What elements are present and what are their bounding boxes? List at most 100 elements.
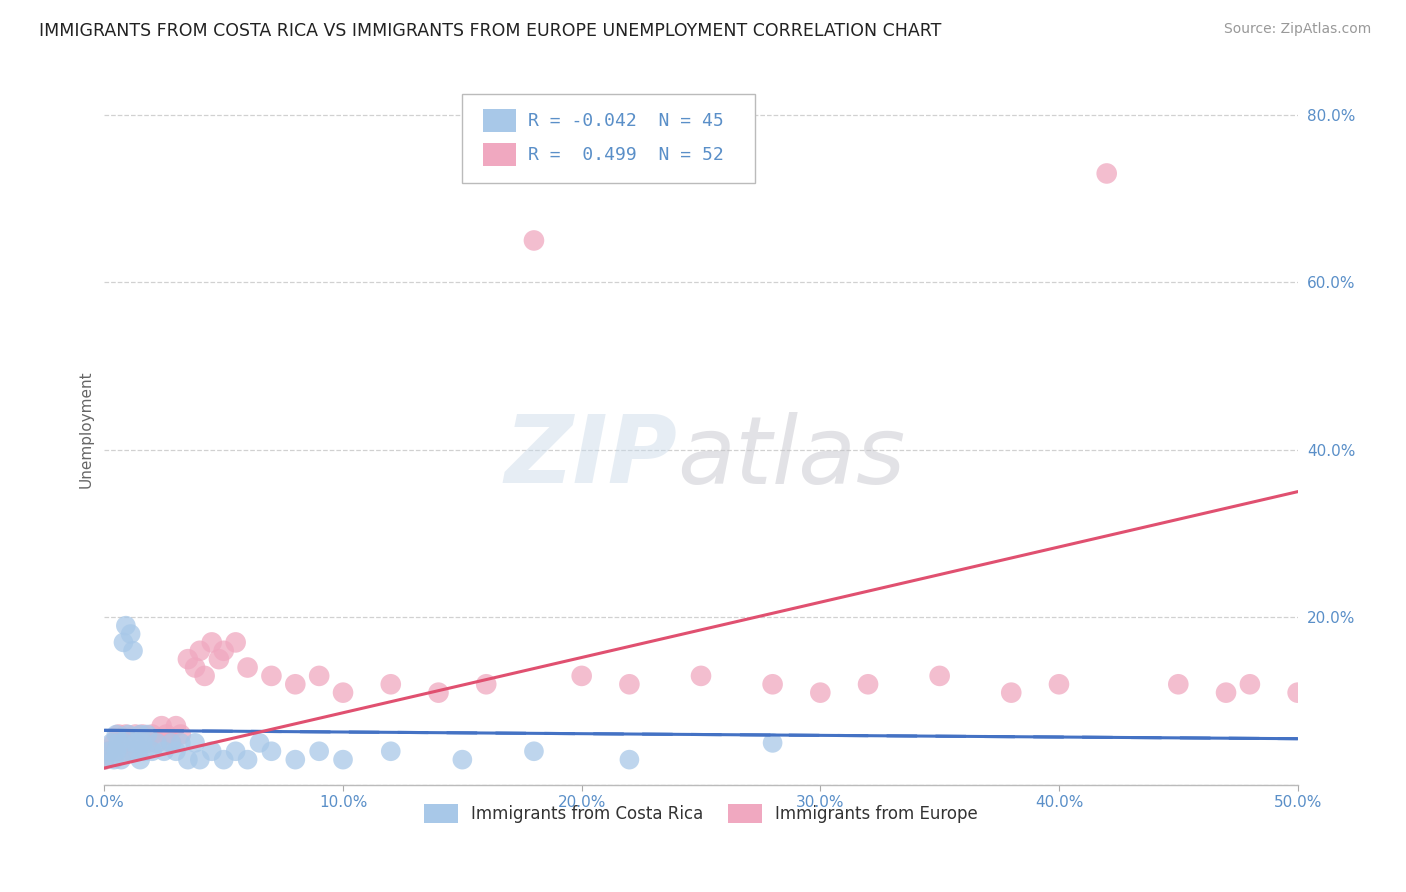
Point xyxy=(134,744,156,758)
Point xyxy=(380,744,402,758)
Text: IMMIGRANTS FROM COSTA RICA VS IMMIGRANTS FROM EUROPE UNEMPLOYMENT CORRELATION CH: IMMIGRANTS FROM COSTA RICA VS IMMIGRANTS… xyxy=(39,22,942,40)
Point xyxy=(236,753,259,767)
Point xyxy=(1239,677,1261,691)
Point xyxy=(107,727,129,741)
Point xyxy=(194,669,217,683)
Point xyxy=(284,753,307,767)
Point xyxy=(225,635,247,649)
Point xyxy=(208,652,231,666)
Point xyxy=(332,686,354,700)
Point xyxy=(129,727,152,741)
Point xyxy=(115,727,138,741)
Point xyxy=(117,736,139,750)
Point xyxy=(165,744,187,758)
Point xyxy=(122,644,145,658)
Point xyxy=(160,736,183,750)
Point xyxy=(188,753,211,767)
Point xyxy=(1215,686,1237,700)
Point xyxy=(105,727,128,741)
Point xyxy=(153,744,176,758)
Point xyxy=(146,736,169,750)
Point xyxy=(177,652,200,666)
Point xyxy=(1286,686,1309,700)
Point xyxy=(1095,166,1118,180)
Point xyxy=(170,736,193,750)
Point xyxy=(201,635,224,649)
Point xyxy=(170,727,193,741)
FancyBboxPatch shape xyxy=(482,110,516,132)
Point xyxy=(112,744,135,758)
Y-axis label: Unemployment: Unemployment xyxy=(79,370,93,488)
Point xyxy=(103,736,125,750)
Point xyxy=(150,719,173,733)
Point xyxy=(225,744,247,758)
Point xyxy=(112,635,135,649)
Point xyxy=(117,727,139,741)
Point xyxy=(124,727,146,741)
Point xyxy=(93,753,115,767)
Point xyxy=(115,618,138,632)
Point xyxy=(284,677,307,691)
Point xyxy=(523,234,546,248)
Point xyxy=(1167,677,1189,691)
Point xyxy=(308,669,330,683)
Point xyxy=(112,736,135,750)
Point xyxy=(103,753,125,767)
FancyBboxPatch shape xyxy=(463,95,755,183)
Text: ZIP: ZIP xyxy=(505,411,678,503)
Point xyxy=(212,753,235,767)
Point xyxy=(928,669,950,683)
Point xyxy=(98,744,121,758)
Point xyxy=(762,736,785,750)
Point xyxy=(146,736,169,750)
Point xyxy=(380,677,402,691)
Point xyxy=(1000,686,1022,700)
Point xyxy=(260,744,283,758)
Point xyxy=(141,744,163,758)
Point xyxy=(98,744,121,758)
Point xyxy=(690,669,713,683)
Point xyxy=(124,736,146,750)
Point xyxy=(571,669,593,683)
Point xyxy=(184,736,207,750)
Point xyxy=(131,727,153,741)
Point xyxy=(141,727,163,741)
Text: R =  0.499  N = 52: R = 0.499 N = 52 xyxy=(529,145,724,164)
Text: atlas: atlas xyxy=(678,412,905,503)
Point xyxy=(184,660,207,674)
Point xyxy=(236,660,259,674)
Point xyxy=(619,677,641,691)
Point xyxy=(129,753,152,767)
Point xyxy=(107,736,129,750)
Point xyxy=(129,736,152,750)
Point xyxy=(110,753,132,767)
Text: R = -0.042  N = 45: R = -0.042 N = 45 xyxy=(529,112,724,129)
Point xyxy=(131,736,153,750)
Point xyxy=(188,644,211,658)
Legend: Immigrants from Costa Rica, Immigrants from Europe: Immigrants from Costa Rica, Immigrants f… xyxy=(418,797,984,830)
Point xyxy=(105,744,128,758)
Point xyxy=(808,686,831,700)
Point xyxy=(201,744,224,758)
Point xyxy=(122,744,145,758)
Point xyxy=(856,677,879,691)
Point xyxy=(117,744,139,758)
Point xyxy=(427,686,450,700)
Point xyxy=(136,736,159,750)
Point xyxy=(155,727,177,741)
Point xyxy=(1047,677,1070,691)
Point xyxy=(451,753,474,767)
Point xyxy=(120,627,142,641)
Point xyxy=(100,736,122,750)
Point xyxy=(110,736,132,750)
Point xyxy=(619,753,641,767)
Point xyxy=(523,744,546,758)
FancyBboxPatch shape xyxy=(482,144,516,166)
Point xyxy=(332,753,354,767)
Point xyxy=(260,669,283,683)
Point xyxy=(212,644,235,658)
Point xyxy=(249,736,271,750)
Text: Source: ZipAtlas.com: Source: ZipAtlas.com xyxy=(1223,22,1371,37)
Point xyxy=(762,677,785,691)
Point xyxy=(160,736,183,750)
